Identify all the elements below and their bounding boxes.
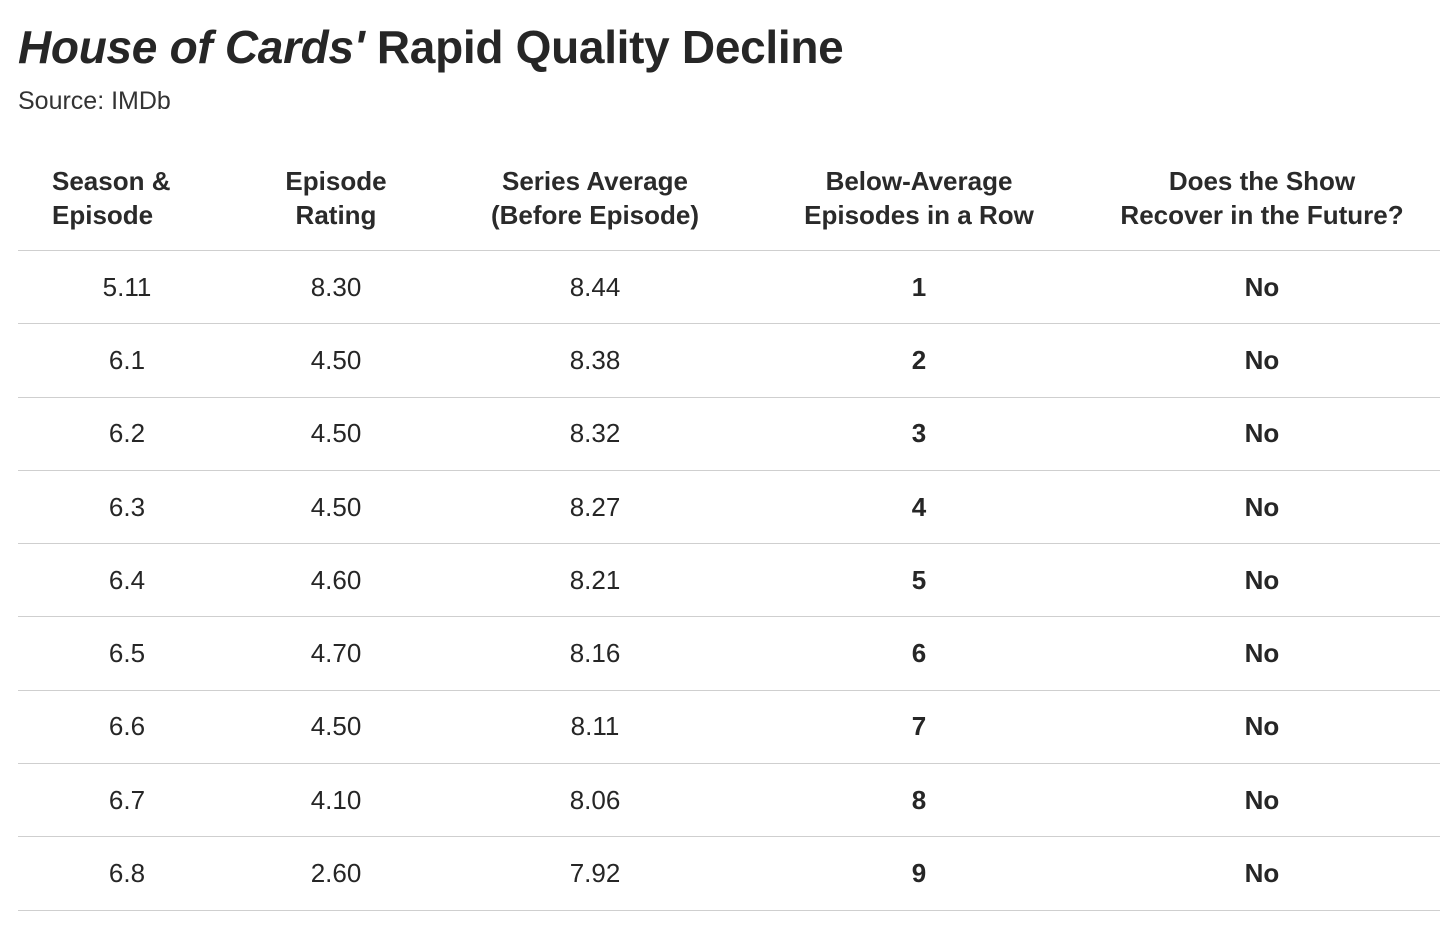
- table-row: 6.6 4.50 8.11 7 No: [18, 690, 1440, 765]
- column-header-recover: Does the Show Recover in the Future?: [1084, 146, 1440, 251]
- episode-rating-cell: 4.50: [236, 470, 436, 545]
- series-average-cell: 8.21: [436, 543, 754, 618]
- series-average-cell: 8.06: [436, 763, 754, 838]
- below-average-count-cell: 2: [754, 323, 1084, 398]
- below-average-count-cell: 3: [754, 397, 1084, 471]
- series-average-cell: 8.16: [436, 616, 754, 691]
- season-episode-cell: 5.11: [18, 250, 236, 325]
- series-average-cell: 8.38: [436, 323, 754, 398]
- episode-rating-cell: 4.70: [236, 616, 436, 691]
- season-episode-cell: 6.3: [18, 470, 236, 545]
- season-episode-cell: 6.1: [18, 323, 236, 398]
- series-average-cell: 8.27: [436, 470, 754, 545]
- recover-cell: No: [1084, 323, 1440, 398]
- season-episode-cell: 6.5: [18, 616, 236, 691]
- recover-cell: No: [1084, 470, 1440, 545]
- episode-rating-cell: 4.50: [236, 397, 436, 471]
- below-average-count-cell: 4: [754, 470, 1084, 545]
- below-average-count-cell: 6: [754, 616, 1084, 691]
- episode-rating-cell: 4.10: [236, 763, 436, 838]
- table-row: 6.1 4.50 8.38 2 No: [18, 323, 1440, 398]
- below-average-count-cell: 1: [754, 250, 1084, 325]
- recover-cell: No: [1084, 543, 1440, 618]
- episode-rating-cell: 8.30: [236, 250, 436, 325]
- recover-cell: No: [1084, 250, 1440, 325]
- season-episode-cell: 6.7: [18, 763, 236, 838]
- column-header-episode-rating: Episode Rating: [236, 146, 436, 251]
- episode-rating-cell: 4.50: [236, 323, 436, 398]
- table-row: 6.2 4.50 8.32 3 No: [18, 397, 1440, 471]
- season-episode-cell: 6.8: [18, 836, 236, 911]
- series-average-cell: 8.44: [436, 250, 754, 325]
- ratings-table: Season & Episode Episode Rating Series Ave…: [18, 146, 1440, 911]
- episode-rating-cell: 2.60: [236, 836, 436, 911]
- recover-cell: No: [1084, 763, 1440, 838]
- series-average-cell: 8.11: [436, 690, 754, 765]
- table-row: 5.11 8.30 8.44 1 No: [18, 250, 1440, 325]
- recover-cell: No: [1084, 616, 1440, 691]
- recover-cell: No: [1084, 397, 1440, 471]
- recover-cell: No: [1084, 690, 1440, 765]
- table-body: 5.11 8.30 8.44 1 No 6.1 4.50 8.38 2 No 6.2 4.50 8.32…: [18, 250, 1440, 911]
- below-average-count-cell: 5: [754, 543, 1084, 618]
- series-average-cell: 7.92: [436, 836, 754, 911]
- chart-title-italic: House of Cards': [18, 21, 365, 73]
- season-episode-cell: 6.6: [18, 690, 236, 765]
- below-average-count-cell: 9: [754, 836, 1084, 911]
- season-episode-cell: 6.4: [18, 543, 236, 618]
- column-header-below-average: Below-Average Episodes in a Row: [754, 146, 1084, 251]
- chart-title: House of Cards' Rapid Quality Decline: [18, 18, 844, 76]
- table-header-row: Season & Episode Episode Rating Series Ave…: [18, 146, 1440, 251]
- series-average-cell: 8.32: [436, 397, 754, 471]
- episode-rating-cell: 4.60: [236, 543, 436, 618]
- table-row: 6.5 4.70 8.16 6 No: [18, 616, 1440, 691]
- column-header-season-episode: Season & Episode: [18, 146, 236, 251]
- chart-title-rest: Rapid Quality Decline: [364, 21, 844, 73]
- episode-rating-cell: 4.50: [236, 690, 436, 765]
- table-row: 6.3 4.50 8.27 4 No: [18, 470, 1440, 545]
- column-header-series-average: Series Average (Before Episode): [436, 146, 754, 251]
- below-average-count-cell: 7: [754, 690, 1084, 765]
- below-average-count-cell: 8: [754, 763, 1084, 838]
- table-row: 6.8 2.60 7.92 9 No: [18, 836, 1440, 911]
- table-row: 6.7 4.10 8.06 8 No: [18, 763, 1440, 838]
- chart-source: Source: IMDb: [18, 87, 171, 115]
- table-row: 6.4 4.60 8.21 5 No: [18, 543, 1440, 618]
- recover-cell: No: [1084, 836, 1440, 911]
- season-episode-cell: 6.2: [18, 397, 236, 471]
